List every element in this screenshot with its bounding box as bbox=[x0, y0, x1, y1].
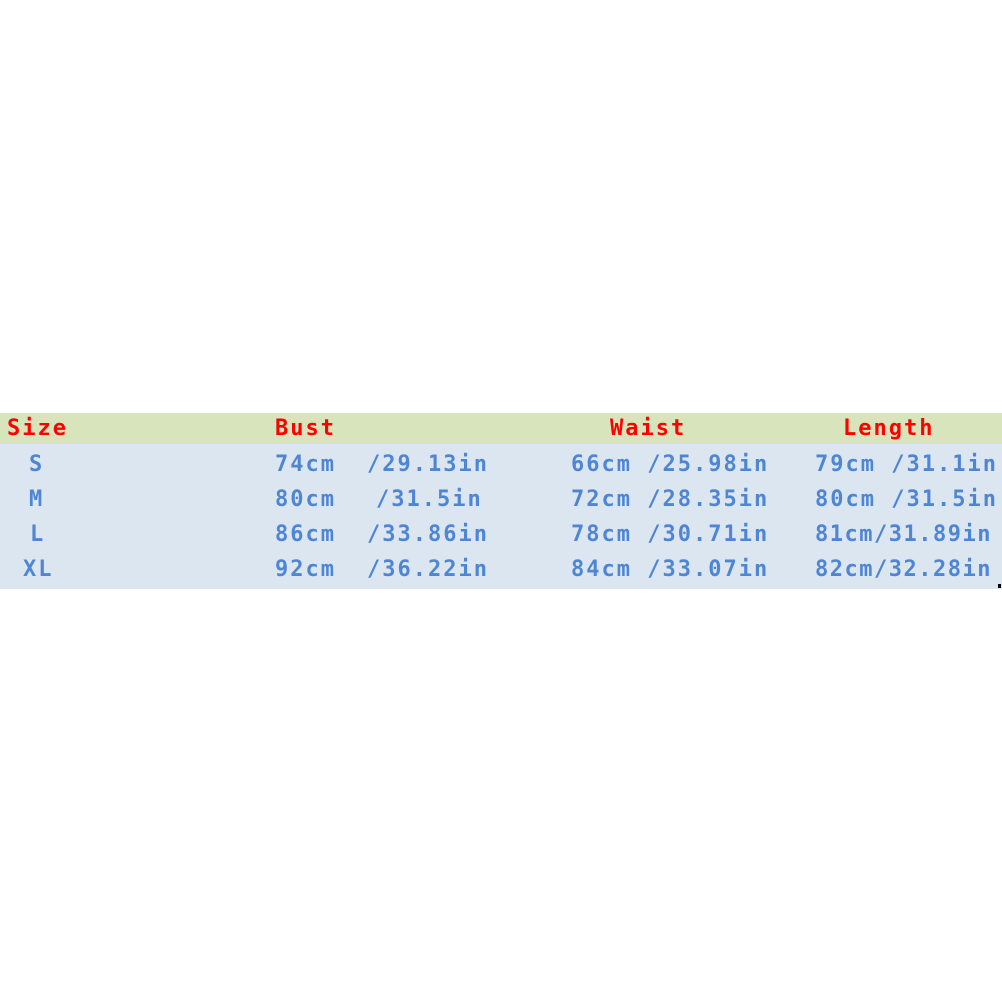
table-row: L 86cm /33.86in 78cm /30.71in 81cm/31.89… bbox=[0, 517, 1002, 552]
cell-size: L bbox=[30, 522, 46, 547]
cell-bust-cm: 86cm bbox=[275, 522, 336, 547]
cell-bust-in: /33.86in bbox=[367, 522, 489, 547]
cell-bust-in: /31.5in bbox=[376, 487, 483, 512]
cell-length: 81cm/31.89in bbox=[815, 522, 992, 547]
cell-waist: 78cm /30.71in bbox=[571, 522, 770, 547]
size-table-body: S 74cm /29.13in 66cm /25.98in 79cm /31.1… bbox=[0, 444, 1002, 589]
cell-bust-in: /36.22in bbox=[367, 557, 489, 582]
cell-bust-in: /29.13in bbox=[367, 452, 489, 477]
cell-bust-cm: 74cm bbox=[275, 452, 336, 477]
cell-length: 82cm/32.28in bbox=[815, 557, 992, 582]
header-size: Size bbox=[7, 416, 68, 441]
table-row: M 80cm /31.5in 72cm /28.35in 80cm /31.5i… bbox=[0, 482, 1002, 517]
cell-size: S bbox=[29, 452, 45, 477]
header-waist: Waist bbox=[610, 416, 687, 441]
cell-waist: 84cm /33.07in bbox=[571, 557, 770, 582]
header-bust: Bust bbox=[275, 416, 336, 441]
corner-mark bbox=[998, 584, 1001, 588]
cell-waist: 72cm /28.35in bbox=[571, 487, 770, 512]
size-table-header: Size Bust Waist Length bbox=[0, 413, 1002, 444]
cell-length: 79cm /31.1in bbox=[815, 452, 998, 477]
cell-size: M bbox=[29, 487, 45, 512]
cell-length: 80cm /31.5in bbox=[815, 487, 998, 512]
cell-bust-cm: 92cm bbox=[275, 557, 336, 582]
header-length: Length bbox=[843, 416, 935, 441]
table-row: S 74cm /29.13in 66cm /25.98in 79cm /31.1… bbox=[0, 447, 1002, 482]
cell-size: XL bbox=[23, 557, 54, 582]
cell-bust-cm: 80cm bbox=[275, 487, 336, 512]
table-row: XL 92cm /36.22in 84cm /33.07in 82cm/32.2… bbox=[0, 552, 1002, 587]
cell-waist: 66cm /25.98in bbox=[571, 452, 770, 477]
